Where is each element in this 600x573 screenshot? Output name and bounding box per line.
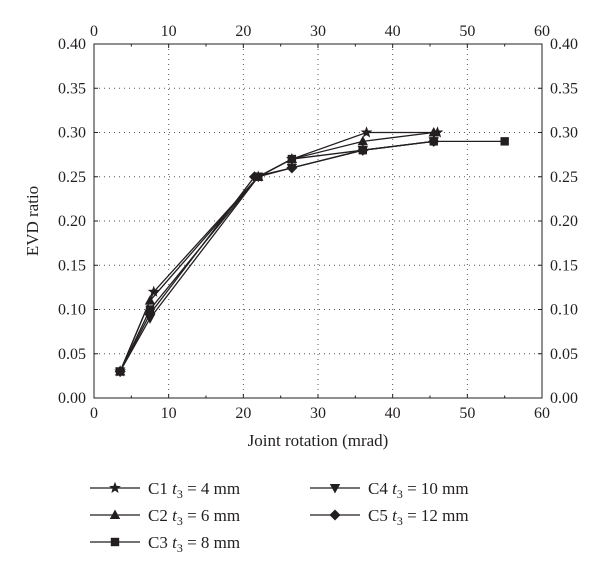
legend-marker <box>109 481 121 494</box>
y-tick-label: 0.15 <box>58 257 86 274</box>
data-point <box>431 126 444 138</box>
x-tick-label: 0 <box>90 405 98 422</box>
grid-lines <box>94 44 542 398</box>
legend-marker <box>329 484 341 494</box>
data-point <box>357 144 369 156</box>
legend-item-c1: C1 t3 = 4 mm <box>90 479 240 501</box>
series-line <box>119 131 434 372</box>
x-tick-label-top: 0 <box>90 23 98 40</box>
x-tick-label: 30 <box>310 405 326 422</box>
data-point <box>428 135 440 147</box>
x-tick-label-top: 60 <box>534 23 550 40</box>
y-tick-label-right: 0.00 <box>550 390 578 407</box>
data-point <box>428 127 439 137</box>
x-tick-label: 50 <box>459 405 475 422</box>
x-tick-label: 10 <box>161 405 177 422</box>
legend-label: C4 t3 = 10 mm <box>368 479 469 501</box>
y-tick-label: 0.10 <box>58 302 86 319</box>
series-c2 <box>114 127 439 376</box>
data-point <box>144 308 156 320</box>
legend: C1 t3 = 4 mm C2 t3 = 6 mm C3 t3 = 8 mm C4 t… <box>90 479 469 555</box>
x-tick-label: 60 <box>534 405 550 422</box>
series-line <box>119 140 434 372</box>
legend-marker <box>109 509 121 519</box>
data-point <box>144 295 156 305</box>
y-tick-label-right: 0.25 <box>550 169 578 186</box>
y-tick-label: 0.20 <box>58 213 86 230</box>
legend-item-c3: C3 t3 = 8 mm <box>90 533 240 555</box>
data-point <box>287 154 297 164</box>
series-line <box>119 131 438 372</box>
legend-label: C1 t3 = 4 mm <box>148 479 240 501</box>
legend-marker <box>110 537 120 547</box>
series-c1 <box>114 126 444 377</box>
y-tick-label-right: 0.20 <box>550 213 578 230</box>
series-line <box>119 140 434 372</box>
data-point <box>360 126 373 138</box>
x-tick-label: 20 <box>235 405 251 422</box>
y-tick-label: 0.30 <box>58 125 86 142</box>
x-tick-label-top: 10 <box>161 23 177 40</box>
legend-label: C5 t3 = 12 mm <box>368 506 469 528</box>
y-tick-label-right: 0.40 <box>550 36 578 53</box>
x-tick-label-top: 30 <box>310 23 326 40</box>
data-point <box>357 135 368 146</box>
series-c3 <box>115 137 509 376</box>
y-tick-label-right: 0.05 <box>550 346 578 363</box>
data-point <box>114 365 126 377</box>
legend-label: C3 t3 = 8 mm <box>148 533 240 555</box>
data-point <box>147 285 160 297</box>
legend-item-c5: C5 t3 = 12 mm <box>310 506 469 528</box>
y-tick-label: 0.00 <box>58 390 86 407</box>
data-point <box>249 171 261 183</box>
y-tick-label: 0.05 <box>58 346 86 363</box>
x-tick-label-top: 40 <box>385 23 401 40</box>
series-c4 <box>114 137 439 377</box>
y-tick-label: 0.40 <box>58 36 86 53</box>
y-tick-label-right: 0.35 <box>550 80 578 97</box>
y-tick-label: 0.25 <box>58 169 86 186</box>
legend-marker <box>329 509 341 521</box>
series-line <box>119 140 505 372</box>
data-point <box>500 137 509 146</box>
y-tick-label-right: 0.15 <box>550 257 578 274</box>
y-tick-label: 0.35 <box>58 80 86 97</box>
x-axis-title: Joint rotation (mrad) <box>248 431 389 450</box>
x-tick-label-top: 20 <box>235 23 251 40</box>
legend-label: C2 t3 = 6 mm <box>148 506 240 528</box>
legend-item-c4: C4 t3 = 10 mm <box>310 479 469 501</box>
legend-item-c2: C2 t3 = 6 mm <box>90 506 240 528</box>
series-layer <box>114 126 509 377</box>
series-c5 <box>114 135 440 377</box>
y-tick-label-right: 0.30 <box>550 125 578 142</box>
x-tick-label-top: 50 <box>459 23 475 40</box>
y-axis-title: EVD ratio <box>23 186 42 256</box>
y-tick-label-right: 0.10 <box>550 302 578 319</box>
x-tick-label: 40 <box>385 405 401 422</box>
data-point <box>286 162 298 174</box>
